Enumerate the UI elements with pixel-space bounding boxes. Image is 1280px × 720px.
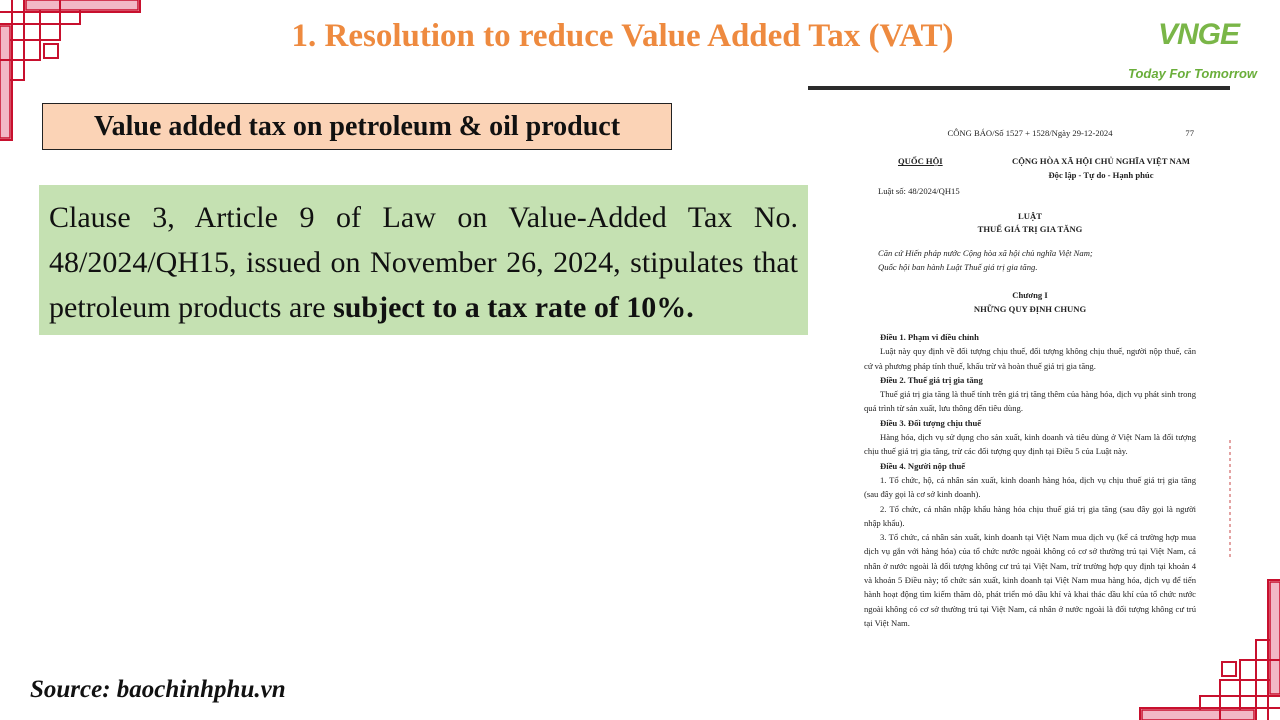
law-label: LUẬT — [1018, 211, 1042, 221]
article-4-para-3: 3. Tổ chức, cá nhân sản xuất, kinh doanh… — [864, 532, 1196, 628]
document-body: Điều 1. Phạm vi điều chỉnh Luật này quy … — [864, 330, 1196, 630]
article-4-para-1: 1. Tổ chức, hộ, cá nhân sản xuất, kinh d… — [864, 474, 1196, 500]
clause-highlight: subject to a tax rate of 10%. — [333, 291, 694, 324]
issuing-organization: QUỐC HỘI — [898, 156, 943, 166]
chapter-number: Chương I — [1012, 290, 1048, 300]
article-4-para-2: 2. Tổ chức, cá nhân nhập khẩu hàng hóa c… — [864, 503, 1196, 528]
law-document-image: CÔNG BÁO/Số 1527 + 1528/Ngày 29-12-2024 … — [862, 126, 1198, 666]
preamble: Căn cứ Hiến pháp nước Cộng hòa xã hội ch… — [878, 246, 1093, 275]
clause-text: Clause 3, Article 9 of Law on Value-Adde… — [49, 201, 798, 324]
article-2-text: Thuế giá trị gia tăng là thuế tính trên … — [864, 389, 1196, 414]
source-citation: Source: baochinhphu.vn — [30, 676, 286, 703]
page-number: 77 — [1185, 128, 1194, 138]
gazette-header: CÔNG BÁO/Số 1527 + 1528/Ngày 29-12-2024 — [947, 128, 1113, 138]
bottom-right-ornament — [1138, 578, 1280, 720]
side-decoration — [1229, 440, 1231, 558]
article-3-title: Điều 3. Đối tượng chịu thuế — [880, 417, 982, 428]
article-1-text: Luật này quy định về đối tượng chịu thuế… — [864, 346, 1196, 371]
article-3-text: Hàng hóa, dịch vụ sử dụng cho sản xuất, … — [864, 432, 1196, 457]
preamble-line-2: Quốc hội ban hành Luật Thuế giá trị gia … — [878, 262, 1038, 273]
logo-tagline: Today For Tomorrow — [1128, 66, 1258, 81]
law-name: THUẾ GIÁ TRỊ GIA TĂNG — [977, 224, 1083, 234]
article-2-title: Điều 2. Thuế giá trị gia tăng — [880, 374, 983, 385]
header-divider — [808, 86, 1230, 90]
subtitle-box: Value added tax on petroleum & oil produ… — [42, 103, 672, 150]
chapter-name: NHỮNG QUY ĐỊNH CHUNG — [973, 304, 1087, 314]
nation-name: CỘNG HÒA XÃ HỘI CHỦ NGHĨA VIỆT NAM — [1011, 156, 1191, 166]
vnge-logo: VNGE Today For Tomorrow — [1128, 14, 1268, 86]
law-number: Luật số: 48/2024/QH15 — [878, 186, 960, 196]
preamble-line-1: Căn cứ Hiến pháp nước Cộng hòa xã hội ch… — [878, 248, 1093, 258]
top-left-ornament — [0, 0, 142, 142]
national-motto: Độc lập - Tự do - Hạnh phúc — [1048, 170, 1154, 180]
article-1-title: Điều 1. Phạm vi điều chỉnh — [880, 332, 979, 342]
slide-title: 1. Resolution to reduce Value Added Tax … — [291, 18, 954, 54]
clause-text-box: Clause 3, Article 9 of Law on Value-Adde… — [39, 185, 808, 335]
article-4-title: Điều 4. Người nộp thuế — [880, 460, 966, 471]
logo-brand: VNGE — [1158, 18, 1240, 51]
